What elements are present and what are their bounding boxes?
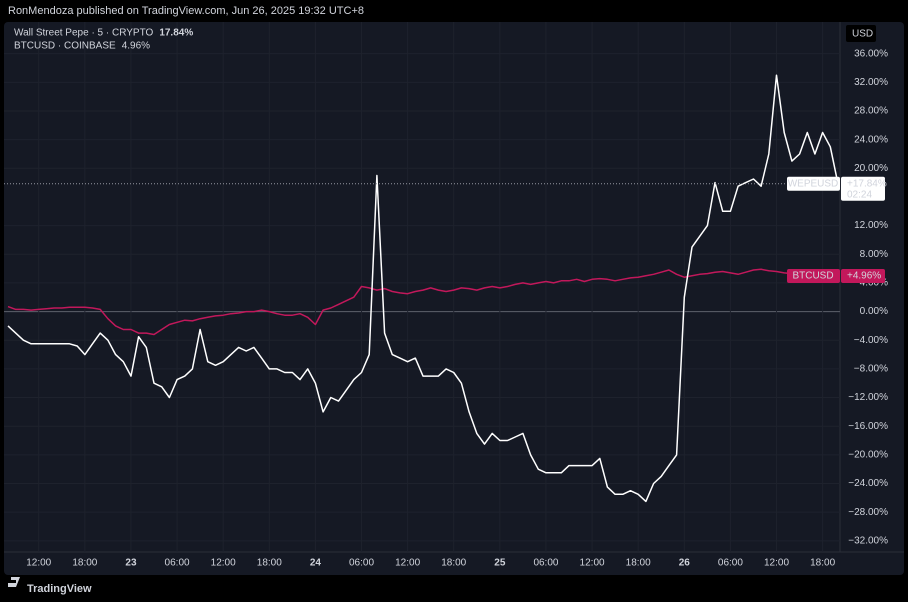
x-tick-label: 23 xyxy=(125,558,137,569)
y-tick-label: −24.00% xyxy=(848,478,888,489)
y-tick-label: −8.00% xyxy=(854,364,888,375)
publisher: RonMendoza published on TradingView.com,… xyxy=(8,5,364,17)
x-tick-label: 06:00 xyxy=(718,558,743,569)
y-tick-label: 12.00% xyxy=(854,220,888,231)
logo xyxy=(8,577,20,587)
currency-label: USD xyxy=(852,29,873,40)
name-tag xyxy=(787,176,840,191)
y-tick-label: 20.00% xyxy=(854,163,888,174)
y-tick-label: −20.00% xyxy=(848,450,888,461)
y-tick-label: −4.00% xyxy=(854,335,888,346)
legend-value: 17.84% xyxy=(159,28,193,39)
y-tick-label: 4.00% xyxy=(860,278,888,289)
legend-label: BTCUSD · COINBASE xyxy=(14,41,116,52)
y-tick-label: 36.00% xyxy=(854,48,888,59)
x-tick-label: 18:00 xyxy=(441,558,466,569)
y-tick-label: −12.00% xyxy=(848,392,888,403)
y-tick-label: 0.00% xyxy=(860,306,888,317)
y-tick-label: 32.00% xyxy=(854,77,888,88)
x-tick-label: 18:00 xyxy=(626,558,651,569)
x-tick-label: 12:00 xyxy=(26,558,51,569)
y-tick-label: −32.00% xyxy=(848,535,888,546)
price-tag xyxy=(841,269,885,284)
x-tick-label: 12:00 xyxy=(211,558,236,569)
x-tick-label: 24 xyxy=(310,558,322,569)
name-tag xyxy=(787,269,840,284)
x-tick-label: 06:00 xyxy=(165,558,190,569)
x-tick-label: 18:00 xyxy=(72,558,97,569)
x-tick-label: 26 xyxy=(679,558,691,569)
x-tick-label: 12:00 xyxy=(580,558,605,569)
x-tick-label: 12:00 xyxy=(764,558,789,569)
name-tag-label: BTCUSD xyxy=(792,271,833,282)
countdown: 02:24 xyxy=(847,189,872,200)
legend-value: 4.96% xyxy=(122,41,150,52)
price-tag xyxy=(841,176,885,201)
y-tick-label: −16.00% xyxy=(848,421,888,432)
y-tick-label: 24.00% xyxy=(854,134,888,145)
legend-label: Wall Street Pepe · 5 · CRYPTO xyxy=(14,28,154,39)
x-tick-label: 18:00 xyxy=(257,558,282,569)
y-tick-label: 8.00% xyxy=(860,249,888,260)
x-tick-label: 18:00 xyxy=(810,558,835,569)
price-tag-label: +4.96% xyxy=(847,271,881,282)
x-tick-label: 06:00 xyxy=(349,558,374,569)
name-tag-label: WEPEUSD xyxy=(788,178,839,189)
y-tick-label: −28.00% xyxy=(848,507,888,518)
currency-box xyxy=(846,25,876,42)
series-line xyxy=(7,74,839,503)
series-line xyxy=(7,268,839,336)
x-tick-label: 25 xyxy=(494,558,506,569)
x-tick-label: 12:00 xyxy=(395,558,420,569)
footer-brand: TradingView xyxy=(27,583,92,595)
price-tag-label: +17.84% xyxy=(847,178,887,189)
x-tick-label: 06:00 xyxy=(533,558,558,569)
y-tick-label: 28.00% xyxy=(854,106,888,117)
